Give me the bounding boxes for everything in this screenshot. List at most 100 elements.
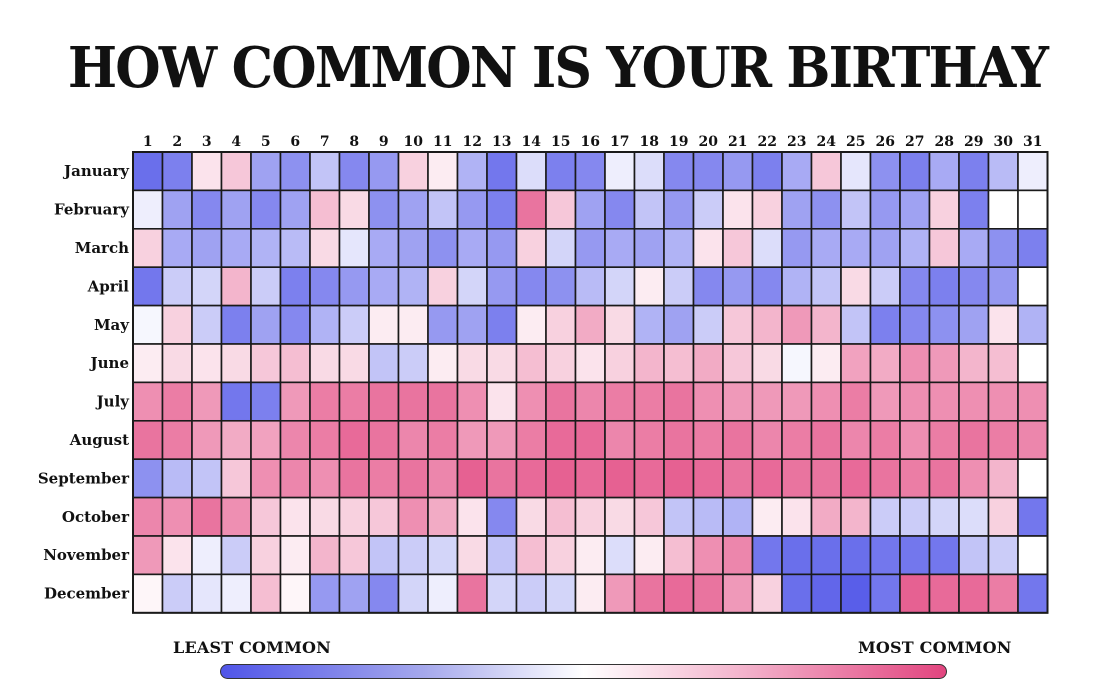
heatmap-cell [338, 535, 370, 576]
legend-most-label: MOST COMMON [858, 638, 1012, 657]
heatmap-cell [722, 189, 754, 230]
day-label: 24 [817, 134, 837, 150]
heatmap-cell [810, 535, 842, 576]
heatmap-cell [958, 458, 990, 499]
heatmap-cell [515, 189, 547, 230]
heatmap-cell [869, 189, 901, 230]
heatmap-cell [633, 573, 665, 614]
heatmap-cell [486, 266, 518, 307]
heatmap-cell [574, 343, 606, 384]
heatmap-cell [397, 381, 429, 422]
heatmap-cell [486, 496, 518, 537]
heatmap-cell [161, 381, 193, 422]
heatmap-cell [958, 381, 990, 422]
heatmap-cell [191, 228, 223, 269]
heatmap-cell [279, 228, 311, 269]
heatmap-cell [840, 343, 872, 384]
heatmap-cell [840, 573, 872, 614]
day-label: 2 [172, 134, 182, 150]
heatmap-cell [309, 266, 341, 307]
heatmap-cell [515, 458, 547, 499]
heatmap-cell [456, 343, 488, 384]
heatmap-cell [928, 496, 960, 537]
heatmap-cell [515, 304, 547, 345]
heatmap-cell [250, 419, 282, 460]
heatmap-cell [722, 419, 754, 460]
heatmap-cell [191, 304, 223, 345]
heatmap-cell [840, 304, 872, 345]
heatmap-cell [663, 535, 695, 576]
heatmap-cell [751, 228, 783, 269]
heatmap-cell [604, 343, 636, 384]
heatmap-cell [486, 304, 518, 345]
month-label: August [69, 431, 129, 449]
heatmap-cell [515, 381, 547, 422]
heatmap-cell [899, 573, 931, 614]
heatmap-cell [161, 151, 193, 192]
heatmap-cell [486, 419, 518, 460]
heatmap-cell [250, 228, 282, 269]
heatmap-cell [338, 304, 370, 345]
day-label: 14 [522, 134, 542, 150]
heatmap-cell [161, 343, 193, 384]
heatmap-cell [486, 343, 518, 384]
heatmap-cell [191, 189, 223, 230]
heatmap-cell [427, 535, 459, 576]
heatmap-cell [810, 151, 842, 192]
heatmap-cell [191, 419, 223, 460]
heatmap-cell [987, 266, 1019, 307]
heatmap-cell [633, 458, 665, 499]
heatmap-cell [545, 573, 577, 614]
heatmap-cell [840, 496, 872, 537]
heatmap-cell [515, 573, 547, 614]
heatmap-cell [810, 458, 842, 499]
heatmap-cell [545, 189, 577, 230]
heatmap-cell [545, 266, 577, 307]
day-label: 18 [640, 134, 659, 150]
heatmap-cell [279, 458, 311, 499]
heatmap-cell [545, 304, 577, 345]
heatmap-cell [722, 266, 754, 307]
day-label: 6 [290, 134, 300, 150]
day-label: 15 [551, 134, 570, 150]
heatmap-cell [220, 266, 252, 307]
month-label: July [95, 393, 131, 411]
day-label: 1 [143, 134, 153, 150]
heatmap-cell [309, 458, 341, 499]
heatmap-cell [456, 496, 488, 537]
heatmap-cell [633, 381, 665, 422]
heatmap-cell [574, 496, 606, 537]
heatmap-cell [987, 573, 1019, 614]
heatmap-cell [456, 573, 488, 614]
heatmap-cell [692, 266, 724, 307]
heatmap-cell [751, 266, 783, 307]
heatmap-cell [161, 419, 193, 460]
heatmap-cell [220, 458, 252, 499]
heatmap-cell [279, 266, 311, 307]
heatmap-cell [928, 266, 960, 307]
chart-title: HOW COMMON IS YOUR BIRTHAY [67, 35, 1049, 101]
heatmap-cell [368, 535, 400, 576]
heatmap-cell [427, 458, 459, 499]
heatmap-cell [368, 266, 400, 307]
heatmap-cell [574, 189, 606, 230]
heatmap-cell [132, 304, 164, 345]
heatmap-cell [722, 151, 754, 192]
heatmap-cell [161, 535, 193, 576]
heatmap-cell [899, 381, 931, 422]
heatmap-cell [869, 535, 901, 576]
heatmap-cell [869, 151, 901, 192]
heatmap-cell [869, 419, 901, 460]
heatmap-cell [751, 381, 783, 422]
heatmap-cell [486, 228, 518, 269]
heatmap-cell [279, 343, 311, 384]
heatmap-cell [663, 343, 695, 384]
heatmap-cell [279, 304, 311, 345]
heatmap-cell [309, 573, 341, 614]
heatmap-cell [161, 573, 193, 614]
heatmap-cell [869, 343, 901, 384]
heatmap-cell [279, 496, 311, 537]
heatmap-cell [928, 535, 960, 576]
heatmap-cell [545, 458, 577, 499]
heatmap-cell [515, 266, 547, 307]
